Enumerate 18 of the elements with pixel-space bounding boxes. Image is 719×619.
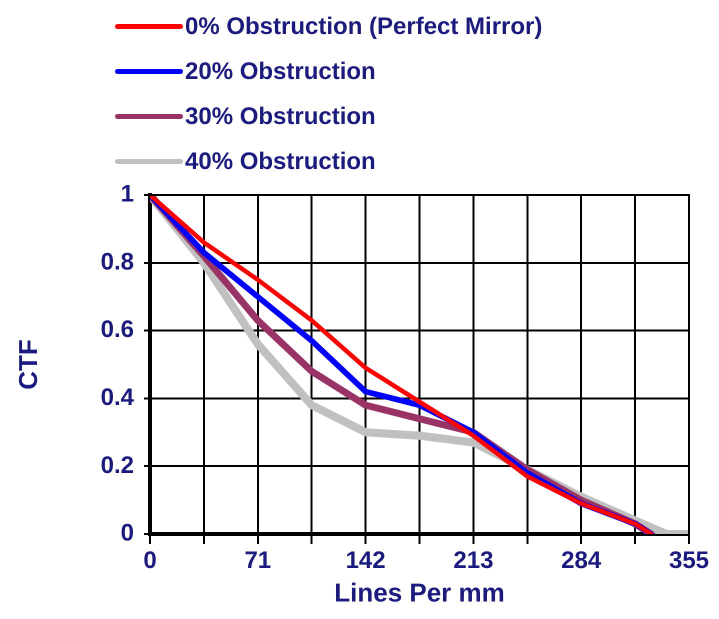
y-tick-label: 0.4 (100, 384, 135, 412)
legend-label: 40% Obstruction (185, 148, 376, 176)
x-tick-label: 284 (561, 547, 602, 574)
y-axis-title: CTF (12, 339, 43, 390)
legend-label: 20% Obstruction (185, 58, 376, 86)
y-tick-label: 0 (120, 520, 134, 547)
x-axis-title: Lines Per mm (334, 578, 505, 608)
x-tick-label: 0 (143, 547, 157, 574)
y-tick-label: 0.2 (100, 452, 134, 479)
y-tick-label: 0.6 (100, 316, 134, 344)
legend-label: 30% Obstruction (185, 102, 376, 130)
y-tick-label: 0.8 (100, 248, 134, 276)
legend-label: 0% Obstruction (Perfect Mirror) (185, 12, 542, 40)
y-tick-label: 1 (120, 180, 134, 208)
x-tick-label: 142 (346, 547, 386, 574)
x-tick-label: 71 (244, 547, 272, 574)
x-tick-label: 355 (668, 547, 710, 574)
x-tick-label: 213 (453, 547, 494, 574)
